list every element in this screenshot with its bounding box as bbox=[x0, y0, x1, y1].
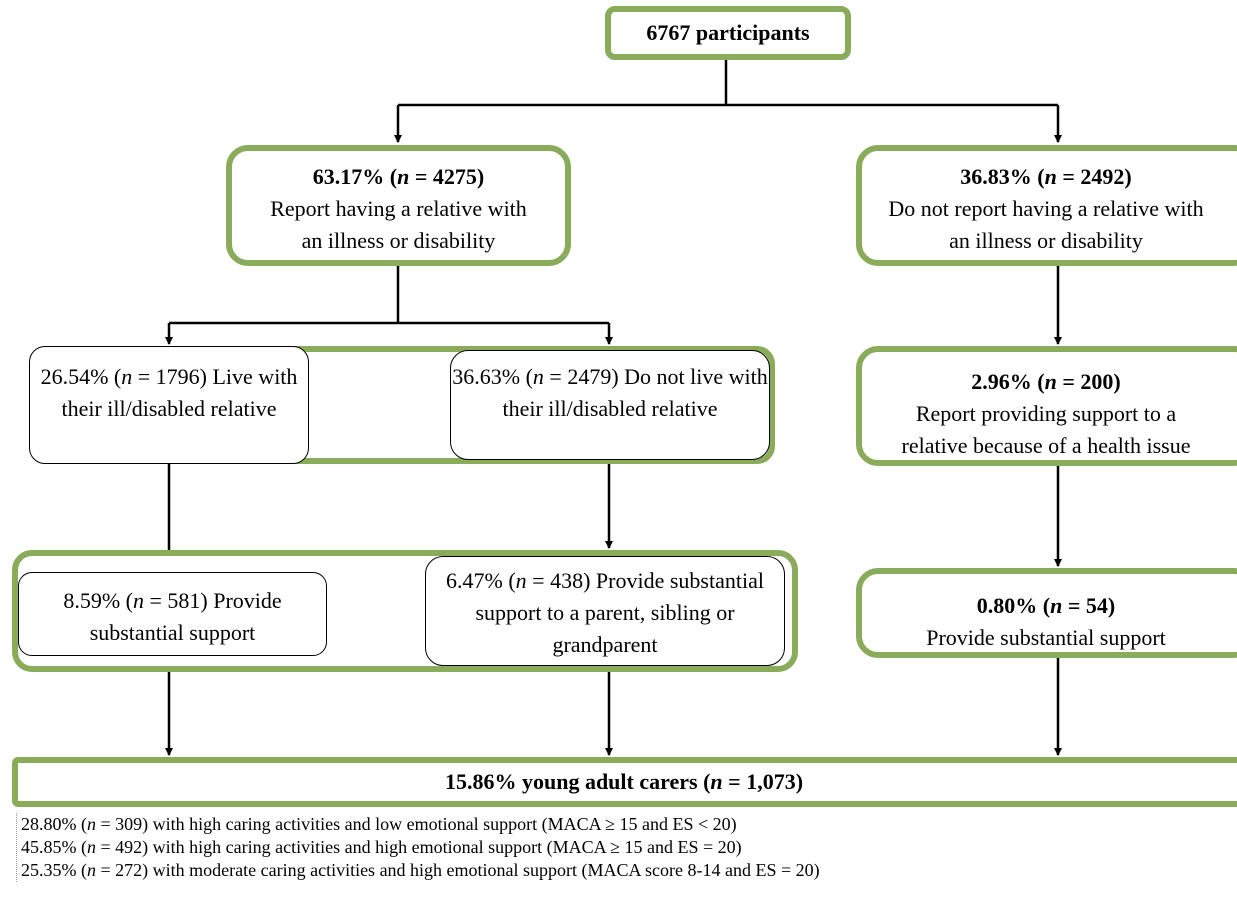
node-text-1: Do not report having a relative with bbox=[888, 196, 1204, 221]
note-line: 45.85% (n = 492) with high caring activi… bbox=[21, 837, 742, 857]
node-text-1: Provide substantial support to a bbox=[475, 568, 764, 625]
root-node: 6767 participants bbox=[605, 6, 851, 60]
node-stat: 63.17% (n = 4275) bbox=[312, 164, 485, 189]
note-line: 28.80% (n = 309) with high caring activi… bbox=[21, 814, 737, 834]
node-stat: 36.63% (n = 2479) bbox=[452, 364, 619, 389]
node-report-relative: 63.17% (n = 4275) Report having a relati… bbox=[226, 145, 571, 266]
node-stat: 36.83% (n = 2492) bbox=[960, 164, 1132, 189]
node-text-2: parent, sibling or grandparent bbox=[552, 600, 735, 657]
node-stat: 6.47% (n = 438) bbox=[446, 568, 591, 593]
node-text-2: an illness or disability bbox=[949, 228, 1143, 253]
node-text-1: Live with their bbox=[61, 364, 298, 421]
node-text-1: Report having a relative with bbox=[270, 196, 527, 221]
note-line: 25.35% (n = 272) with moderate caring ac… bbox=[21, 860, 820, 880]
node-text-2: an illness or disability bbox=[301, 228, 496, 253]
subgroup-notes: 28.80% (n = 309) with high caring activi… bbox=[16, 813, 820, 882]
node-no-relative: 36.83% (n = 2492) Do not report having a… bbox=[856, 145, 1237, 266]
root-label: 6767 participants bbox=[646, 20, 810, 45]
node-substantial-other: 0.80% (n = 54) Provide substantial suppo… bbox=[856, 568, 1237, 658]
node-substantial-support: 8.59% (n = 581) Provide substantial supp… bbox=[18, 572, 327, 656]
node-live-with: 26.54% (n = 1796) Live with their ill/di… bbox=[29, 346, 309, 464]
node-text-2: ill/disabled relative bbox=[548, 396, 718, 421]
node-report-support: 2.96% (n = 200) Report providing support… bbox=[856, 346, 1237, 466]
node-not-live-with: 36.63% (n = 2479) Do not live with their… bbox=[450, 350, 770, 460]
result-label: 15.86% young adult carers (n = 1,073) bbox=[444, 769, 804, 794]
node-text-1: Do not live with their bbox=[502, 364, 768, 421]
node-stat: 2.96% (n = 200) bbox=[971, 369, 1121, 394]
node-text-1: Provide substantial support bbox=[89, 588, 282, 645]
node-text-2: relative because of a health issue bbox=[901, 433, 1191, 458]
node-text-1: Provide substantial support bbox=[926, 625, 1166, 650]
node-text-2: ill/disabled relative bbox=[107, 396, 277, 421]
node-substantial-family: 6.47% (n = 438) Provide substantial supp… bbox=[425, 556, 785, 666]
node-stat: 0.80% (n = 54) bbox=[976, 593, 1116, 618]
node-text-1: Report providing support to a bbox=[915, 401, 1177, 426]
node-young-adult-carers: 15.86% young adult carers (n = 1,073) bbox=[12, 757, 1237, 807]
node-stat: 8.59% (n = 581) bbox=[63, 588, 208, 613]
node-stat: 26.54% (n = 1796) bbox=[40, 364, 207, 389]
